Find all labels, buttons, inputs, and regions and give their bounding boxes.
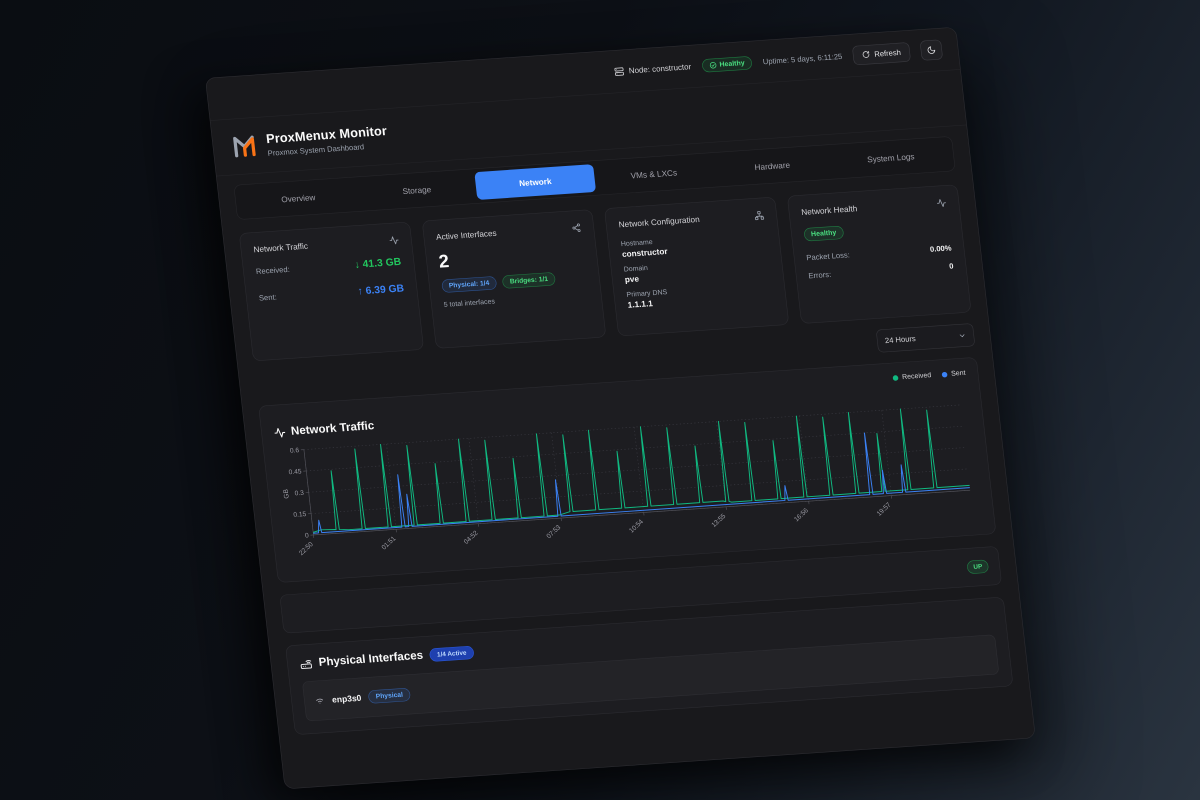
time-range-value: 24 Hours: [884, 334, 917, 345]
dashboard-window: Node: constructor Healthy Uptime: 5 days…: [205, 26, 1036, 790]
active-interfaces-card: Active Interfaces 2 Physical: 1/4 Bridge…: [421, 209, 607, 349]
errors-label: Errors:: [807, 270, 832, 281]
physical-interfaces-title: Physical Interfaces: [318, 649, 424, 669]
svg-text:10:54: 10:54: [628, 518, 645, 534]
card-title: Network Traffic: [253, 241, 309, 255]
svg-text:16:56: 16:56: [793, 507, 810, 523]
interface-row-enp3s0[interactable]: enp3s0 Physical: [301, 634, 1000, 722]
server-icon: [614, 67, 624, 76]
legend-sent: Sent: [941, 368, 967, 379]
interface-type-badge: Physical: [367, 687, 411, 704]
packet-loss-value: 0.00%: [929, 243, 952, 254]
legend-received-dot: [892, 374, 899, 381]
interface-name: enp3s0: [331, 692, 362, 705]
tab-storage[interactable]: Storage: [401, 184, 432, 196]
svg-text:13:55: 13:55: [711, 513, 728, 529]
svg-text:04:52: 04:52: [463, 529, 480, 545]
check-circle-icon: [709, 61, 717, 69]
wifi-icon: [316, 698, 324, 704]
refresh-button[interactable]: Refresh: [852, 41, 911, 66]
svg-text:0.3: 0.3: [294, 490, 304, 498]
network-traffic-card: Network Traffic Received: ↓ 41.3 GB Sent…: [238, 221, 424, 362]
refresh-icon: [862, 51, 870, 58]
topbar: Node: constructor Healthy Uptime: 5 days…: [205, 27, 961, 121]
svg-text:19:57: 19:57: [876, 501, 893, 517]
tab-overview[interactable]: Overview: [280, 192, 316, 204]
active-count-badge: 1/4 Active: [428, 645, 475, 662]
physical-count-badge: Physical: 1/4: [440, 275, 498, 294]
dark-mode-toggle[interactable]: [919, 39, 944, 61]
uptime-text: Uptime: 5 days, 6:11:25: [762, 51, 843, 66]
svg-text:GB: GB: [283, 488, 291, 499]
network-nodes-icon: [572, 223, 581, 233]
svg-text:01:51: 01:51: [381, 535, 398, 551]
physical-interfaces-section: Physical Interfaces 1/4 Active enp3s0 Ph…: [285, 596, 1014, 735]
svg-text:0.45: 0.45: [288, 468, 302, 476]
sent-value: ↑ 6.39 GB: [356, 282, 405, 297]
chevron-down-icon: [959, 333, 965, 337]
sent-label: Sent:: [258, 292, 278, 303]
activity-icon: [389, 236, 399, 245]
tab-network[interactable]: Network: [474, 164, 597, 200]
stat-cards-row: Network Traffic Received: ↓ 41.3 GB Sent…: [238, 184, 972, 362]
node-label: Node: constructor: [628, 61, 692, 76]
tab-vms-lxcs[interactable]: VMs & LXCs: [630, 167, 678, 181]
svg-text:0.6: 0.6: [290, 447, 300, 455]
active-interface-count: 2: [437, 251, 451, 272]
legend-sent-dot: [941, 371, 948, 378]
activity-icon: [937, 199, 946, 207]
node-indicator: Node: constructor: [614, 62, 692, 77]
network-traffic-chart: 0 0.15 0.3 0.45 0.6 22:50 01:51 04:52 07:53 10:54…: [283, 404, 971, 557]
received-value: ↓ 41.3 GB: [354, 255, 402, 271]
card-title: Network Configuration: [618, 214, 701, 230]
network-health-card: Network Health Healthy Packet Loss: 0.00…: [786, 184, 972, 324]
total-interfaces-text: 5 total interfaces: [443, 297, 496, 309]
svg-text:0.15: 0.15: [293, 511, 307, 519]
health-status-badge: Healthy: [701, 55, 753, 73]
proxmenux-logo: [233, 135, 256, 158]
svg-text:22:50: 22:50: [298, 541, 315, 557]
activity-icon: [274, 427, 286, 438]
network-configuration-card: Network Configuration Hostname construct…: [604, 196, 789, 337]
tab-system-logs[interactable]: System Logs: [866, 151, 915, 164]
time-range-select[interactable]: 24 Hours: [875, 323, 976, 353]
network-traffic-chart-card: Received Sent Network Traffic 0 0.15 0.3 0.…: [258, 356, 997, 583]
up-status-badge: UP: [966, 559, 990, 575]
tab-hardware[interactable]: Hardware: [754, 160, 791, 172]
network-tree-icon: [754, 210, 764, 221]
network-health-status-badge: Healthy: [803, 225, 845, 242]
moon-icon: [927, 46, 936, 54]
packet-loss-label: Packet Loss:: [805, 250, 851, 263]
svg-text:07:53: 07:53: [546, 524, 563, 540]
app-header: ProxMenux Monitor Proxmox System Dashboa…: [210, 69, 967, 177]
received-label: Received:: [255, 265, 291, 276]
card-title: Active Interfaces: [435, 228, 498, 242]
router-icon: [300, 660, 313, 669]
bridges-count-badge: Bridges: 1/1: [501, 271, 557, 289]
errors-value: 0: [948, 261, 954, 271]
svg-text:0: 0: [305, 532, 310, 539]
card-title: Network Health: [800, 203, 858, 217]
